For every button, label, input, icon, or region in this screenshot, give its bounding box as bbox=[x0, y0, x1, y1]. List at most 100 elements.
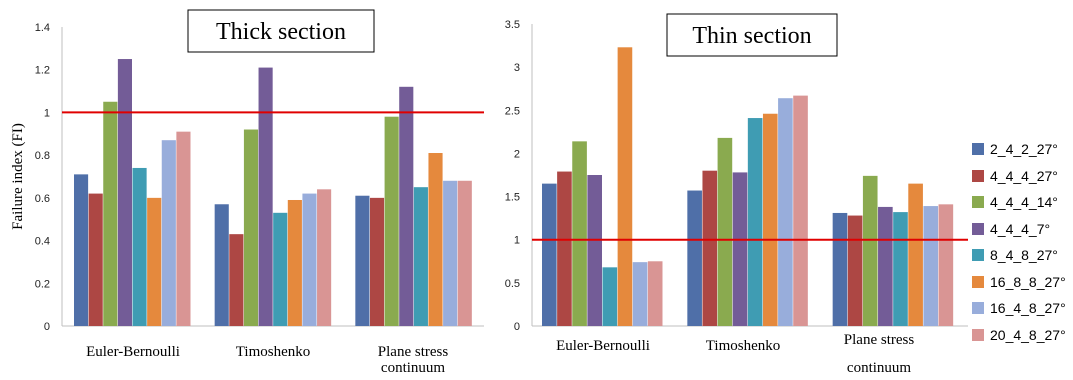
bar bbox=[369, 197, 385, 326]
legend-label: 20_4_8_27° bbox=[990, 326, 1066, 343]
bar bbox=[647, 261, 663, 326]
y-tick-label: 3.5 bbox=[505, 19, 520, 31]
legend-item: 4_4_4_27° bbox=[972, 163, 1072, 190]
y-tick-label: 2 bbox=[514, 148, 520, 160]
y-tick-label: 0 bbox=[44, 321, 50, 333]
x-tick-label: Timoshenko bbox=[236, 344, 310, 360]
x-tick-label: continuum bbox=[381, 360, 445, 376]
legend-item: 4_4_4_14° bbox=[972, 189, 1072, 216]
bar bbox=[832, 212, 848, 326]
bar bbox=[793, 95, 808, 326]
bar bbox=[302, 193, 317, 326]
legend-label: 8_4_8_27° bbox=[990, 247, 1058, 264]
bar bbox=[117, 59, 132, 327]
bar bbox=[923, 206, 939, 326]
y-tick-label: 1 bbox=[514, 235, 520, 247]
legend-item: 20_4_8_27° bbox=[972, 322, 1072, 349]
bar bbox=[778, 98, 793, 326]
bar bbox=[762, 113, 778, 326]
bar bbox=[908, 183, 923, 326]
y-tick-label: 1.5 bbox=[505, 192, 520, 204]
bar bbox=[287, 199, 302, 326]
bar bbox=[602, 267, 618, 326]
y-tick-label: 0.8 bbox=[35, 150, 50, 162]
bar bbox=[103, 101, 118, 326]
legend-label: 4_4_4_27° bbox=[990, 167, 1058, 184]
legend-swatch bbox=[972, 275, 984, 288]
bar bbox=[161, 140, 176, 326]
bar bbox=[413, 187, 428, 326]
bar bbox=[88, 193, 103, 326]
bar bbox=[747, 118, 763, 327]
bar bbox=[399, 86, 414, 326]
bar bbox=[214, 204, 229, 326]
legend-label: 16_4_8_27° bbox=[990, 300, 1066, 317]
bar bbox=[878, 206, 893, 326]
legend-swatch bbox=[972, 302, 984, 315]
legend-label: 16_8_8_27° bbox=[990, 273, 1066, 290]
bar bbox=[862, 175, 878, 326]
bar bbox=[258, 67, 273, 326]
bar bbox=[317, 189, 332, 326]
bar bbox=[147, 197, 162, 326]
legend-item: 16_8_8_27° bbox=[972, 269, 1072, 296]
legend-item: 8_4_8_27° bbox=[972, 242, 1072, 269]
bar bbox=[229, 234, 244, 326]
legend-swatch bbox=[972, 169, 984, 182]
bar bbox=[702, 170, 718, 326]
legend-item: 2_4_2_27° bbox=[972, 136, 1072, 163]
legend-swatch bbox=[972, 143, 984, 156]
bar bbox=[557, 171, 572, 326]
y-axis-label: Failure index (FI) bbox=[10, 123, 26, 230]
bar bbox=[428, 153, 443, 326]
bar bbox=[632, 262, 648, 326]
y-tick-label: 0.4 bbox=[35, 236, 50, 248]
legend-label: 2_4_2_27° bbox=[990, 141, 1058, 158]
bar bbox=[847, 215, 863, 326]
x-tick-label: Euler-Bernoulli bbox=[556, 338, 650, 354]
legend: 2_4_2_27° 4_4_4_27° 4_4_4_14° 4_4_4_7° 8… bbox=[972, 136, 1072, 348]
x-tick-label: Timoshenko bbox=[706, 338, 780, 354]
legend-swatch bbox=[972, 328, 984, 341]
bar bbox=[687, 190, 702, 326]
chart-title-box bbox=[666, 13, 838, 57]
y-tick-label: 0.5 bbox=[505, 278, 520, 290]
y-tick-label: 2.5 bbox=[505, 105, 520, 117]
y-tick-label: 1 bbox=[44, 107, 50, 119]
bar bbox=[542, 183, 557, 326]
legend-item: 16_4_8_27° bbox=[972, 295, 1072, 322]
y-tick-label: 0.6 bbox=[35, 193, 50, 205]
bar bbox=[587, 175, 602, 326]
y-tick-label: 3 bbox=[514, 62, 520, 74]
bar bbox=[176, 131, 191, 326]
legend-swatch bbox=[972, 249, 984, 262]
y-tick-label: 1.2 bbox=[35, 65, 50, 77]
legend-label: 4_4_4_14° bbox=[990, 194, 1058, 211]
x-tick-label: Plane stress bbox=[844, 332, 915, 348]
bar bbox=[384, 116, 399, 326]
bar bbox=[572, 141, 587, 326]
legend-swatch bbox=[972, 196, 984, 209]
bar bbox=[443, 180, 458, 326]
thick-section-chart: 0 0.2 0.4 0.6 0.8 1 1.2 1.4 Euler-Bernoulli Timos… bbox=[10, 9, 484, 376]
bar bbox=[355, 195, 370, 326]
x-tick-label: continuum bbox=[847, 360, 911, 376]
bar bbox=[893, 212, 908, 326]
bar bbox=[617, 47, 633, 326]
chart-title-box bbox=[187, 9, 375, 53]
bar bbox=[938, 204, 954, 326]
bar bbox=[243, 129, 259, 326]
legend-label: 4_4_4_7° bbox=[990, 220, 1051, 237]
x-tick-label: Euler-Bernoulli bbox=[86, 344, 180, 360]
y-tick-label: 0 bbox=[514, 321, 520, 333]
bar bbox=[457, 180, 472, 326]
bar bbox=[717, 137, 733, 326]
bar bbox=[273, 212, 288, 326]
thin-section-chart: 0 0.5 1 1.5 2 2.5 3 3.5 Euler-Bernoulli Timoshenk… bbox=[505, 13, 968, 376]
bar bbox=[74, 174, 89, 326]
bar bbox=[732, 172, 748, 326]
y-tick-label: 0.2 bbox=[35, 278, 50, 290]
x-tick-label: Plane stress bbox=[378, 344, 449, 360]
legend-item: 4_4_4_7° bbox=[972, 216, 1072, 243]
